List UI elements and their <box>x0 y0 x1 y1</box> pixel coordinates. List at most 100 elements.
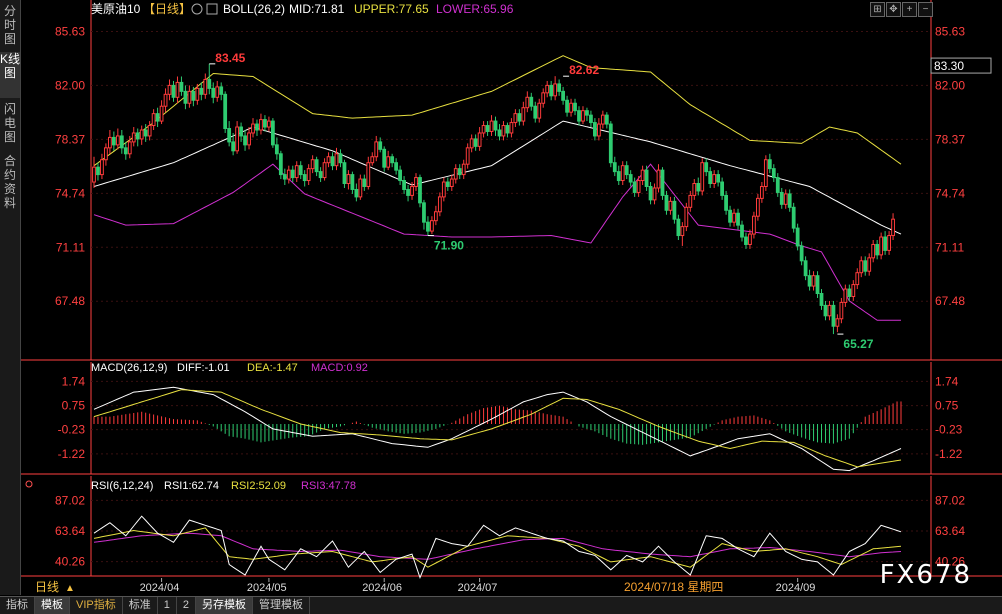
tab-flash[interactable]: 闪电图 <box>3 102 16 144</box>
macd-tick-left: -0.23 <box>58 423 86 437</box>
candle-body <box>326 156 331 164</box>
chart-title: 美原油10 <box>91 2 141 16</box>
price-tick-right: 74.74 <box>935 186 965 200</box>
candle-body <box>871 243 876 259</box>
tab-save-template[interactable]: 另存模板 <box>195 597 253 614</box>
settings-icon[interactable] <box>191 3 203 15</box>
candle-body <box>374 141 379 158</box>
candle-body <box>795 227 800 247</box>
sidebar: 分时图 K线图 闪电图 合约资料 <box>0 0 21 595</box>
candle-body <box>207 78 212 89</box>
period-arrow-icon[interactable]: ▲ <box>65 583 75 594</box>
candle-body <box>891 218 895 237</box>
candle-body <box>115 135 120 146</box>
candle-body <box>756 197 760 217</box>
candle-body <box>835 318 840 327</box>
candle-body <box>131 132 136 143</box>
candle-body <box>485 125 490 132</box>
candle-body <box>696 183 701 192</box>
boll-lower-line <box>93 163 901 321</box>
candle-body <box>493 120 498 131</box>
candle-body <box>680 226 685 237</box>
candle-body <box>589 114 593 124</box>
price-annotation: 83.45 <box>215 51 245 65</box>
candle-body <box>648 185 653 201</box>
candle-body <box>692 183 697 196</box>
candle-body <box>406 188 410 196</box>
tab-2[interactable]: 2 <box>177 597 196 614</box>
candle-body <box>573 102 577 112</box>
tab-vip-indicators[interactable]: VIP指标 <box>70 597 123 614</box>
rsi-tick-right: 87.02 <box>935 493 965 507</box>
candle-body <box>191 90 196 101</box>
price-tick-left: 71.11 <box>56 240 85 254</box>
x-tick-label: 2024/06 <box>362 582 402 594</box>
candle-body <box>143 129 148 137</box>
price-tick-left: 67.48 <box>55 294 85 308</box>
candle-body <box>783 193 788 205</box>
candle-body <box>596 123 601 137</box>
candle-body <box>382 148 387 168</box>
candle-body <box>414 177 418 187</box>
macd-legend-dea: DEA:-1.47 <box>247 362 298 374</box>
tab-indicators[interactable]: 指标 <box>0 597 35 614</box>
candle-body <box>863 260 868 272</box>
candle-body <box>541 92 546 104</box>
tab-timeshare[interactable]: 分时图 <box>3 4 16 46</box>
candle-body <box>135 132 140 140</box>
legend-upper: UPPER:77.65 <box>354 2 429 16</box>
candle-body <box>346 174 351 185</box>
candle-body <box>787 193 792 208</box>
candle-body <box>497 129 502 137</box>
tab-contract-info[interactable]: 合约资料 <box>3 154 16 210</box>
candle-body <box>716 174 721 183</box>
candle-body <box>847 288 852 297</box>
candle-body <box>318 171 323 179</box>
candle-body <box>509 122 514 134</box>
candle-body <box>489 120 494 132</box>
candle-body <box>354 188 359 198</box>
candle-body <box>418 177 422 204</box>
candle-body <box>334 153 339 167</box>
candle-body <box>227 128 232 143</box>
candle-body <box>139 129 144 140</box>
period-selector[interactable]: 日线 <box>35 580 59 594</box>
candle-body <box>664 194 669 211</box>
candle-body <box>282 174 287 180</box>
price-tick-left: 82.00 <box>55 78 85 92</box>
tab-1[interactable]: 1 <box>158 597 177 614</box>
tab-kline[interactable]: K线图 <box>0 52 20 98</box>
move-icon[interactable]: ✥ <box>886 2 901 17</box>
bottom-tab-bar: 指标 模板 VIP指标 标准 1 2 另存模板 管理模板 <box>0 596 1002 614</box>
candle-body <box>549 84 554 97</box>
window-icon[interactable] <box>206 3 218 15</box>
candle-body <box>263 119 267 128</box>
candle-body <box>378 141 383 150</box>
candle-body <box>616 171 621 182</box>
candle-body <box>640 169 645 182</box>
macd-tick-left: 0.75 <box>62 399 86 413</box>
chart-area[interactable]: 美原油10 【日线】 BOLL(26,2) MID:71.81 UPPER:77… <box>21 0 1002 596</box>
candle-body <box>167 84 172 95</box>
candle-body <box>151 113 156 127</box>
price-tick-right: 71.11 <box>935 240 964 254</box>
tab-standard[interactable]: 标准 <box>123 597 158 614</box>
rsi-legend-3: RSI3:47.78 <box>301 480 356 492</box>
candle-body <box>187 90 192 104</box>
rsi-settings-icon[interactable] <box>25 480 33 488</box>
candle-body <box>183 90 188 104</box>
zoom-out-icon[interactable]: − <box>918 2 933 17</box>
zoom-in-icon[interactable]: + <box>902 2 917 17</box>
candle-body <box>879 236 884 256</box>
tab-templates[interactable]: 模板 <box>35 597 70 614</box>
grid-icon[interactable]: ⊞ <box>870 2 885 17</box>
candle-body <box>608 123 613 164</box>
candle-body <box>887 235 891 251</box>
candle-body <box>175 81 180 98</box>
macd-legend-macd: MACD:0.92 <box>311 362 368 374</box>
tab-manage-templates[interactable]: 管理模板 <box>253 597 310 614</box>
candle-body <box>338 153 343 164</box>
candle-body <box>779 191 784 205</box>
candle-body <box>823 304 828 317</box>
candle-body <box>445 181 450 187</box>
